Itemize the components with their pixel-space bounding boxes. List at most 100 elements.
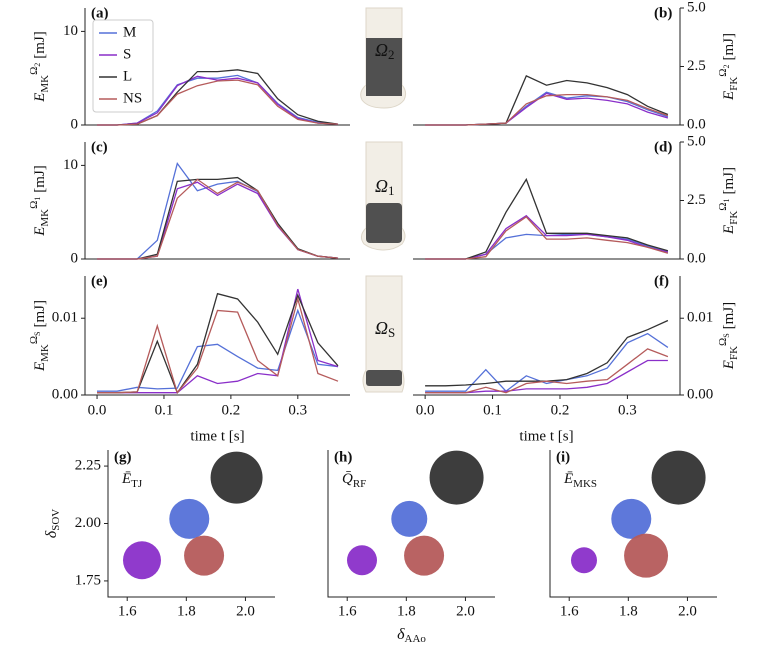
y-axis-label-part: S — [722, 333, 731, 337]
annotation-part: Ē — [563, 471, 573, 487]
x-axis-label: time t [s] — [190, 428, 244, 444]
series-line — [425, 92, 669, 126]
legend-label: S — [123, 46, 131, 62]
axis-line — [107, 450, 275, 598]
bubble — [429, 450, 484, 505]
series-line — [425, 75, 669, 126]
legend-label: NS — [123, 90, 142, 106]
bubble — [346, 545, 377, 576]
y-axis-label-part: 2 — [722, 65, 731, 69]
panel-label: (h) — [334, 449, 352, 465]
x-tick-label: 0.1 — [483, 402, 502, 418]
axis-line — [413, 142, 681, 260]
y-tick-label: 0 — [71, 250, 79, 266]
legend-label: M — [123, 24, 136, 40]
annotation-part: TJ — [131, 478, 143, 490]
region-label: Ω1 — [375, 176, 395, 198]
y-tick-label: 2.5 — [687, 192, 706, 208]
region-label-part: Ω — [375, 176, 388, 196]
y-axis-label-part: [mJ] — [32, 31, 48, 59]
y-axis-label-part: E — [32, 93, 48, 103]
annotation-part: Ē — [121, 471, 131, 487]
y-tick-label: 0 — [71, 116, 79, 132]
annotation-part: RF — [353, 478, 366, 490]
panel-label: (g) — [114, 449, 132, 465]
y-axis-label-part: Ω — [717, 203, 729, 211]
annotation-part: MKS — [573, 478, 597, 490]
bubble — [611, 498, 652, 539]
panel-label: (i) — [556, 449, 570, 465]
y-axis-label-part: δ — [43, 530, 60, 538]
x-tick-label: 2.0 — [456, 603, 475, 619]
y-tick-label: 0.0 — [687, 250, 706, 266]
y-axis-label-part: SOV — [50, 509, 62, 531]
bubble — [391, 500, 428, 537]
series-line — [425, 332, 669, 393]
y-axis-label-part: [mJ] — [32, 165, 48, 193]
panel-label: (f) — [654, 273, 669, 289]
series-line — [97, 176, 339, 260]
vessel — [362, 275, 405, 393]
x-axis-label: δAAo — [397, 626, 426, 645]
x-tick-label: 0.3 — [288, 402, 307, 418]
y-axis-label-part: E — [721, 360, 737, 370]
y-axis-label: EFKΩ1 [mJ] — [717, 167, 740, 235]
x-tick-label: 0.0 — [88, 402, 107, 418]
y-axis-label-part: FK — [728, 346, 740, 360]
y-tick-label: 5.0 — [687, 0, 706, 15]
bubble — [122, 541, 161, 580]
x-tick-label: 0.3 — [618, 402, 637, 418]
bubble — [624, 533, 669, 578]
series-line — [425, 233, 669, 260]
y-tick-label: 2.25 — [75, 458, 101, 474]
region-label-part: 2 — [388, 47, 395, 62]
series-line — [97, 75, 339, 126]
x-tick-label: 1.6 — [338, 603, 357, 619]
region — [366, 203, 402, 243]
series-line — [97, 288, 339, 394]
x-tick-label: 1.8 — [397, 603, 416, 619]
y-tick-label: 10 — [63, 157, 78, 173]
y-tick-label: 0.00 — [687, 386, 713, 402]
series-line — [97, 178, 339, 260]
axis-line — [84, 142, 350, 260]
region-label-part: S — [388, 325, 395, 340]
annotation-part: Q̄ — [342, 471, 353, 487]
y-tick-label: 0.0 — [687, 116, 706, 132]
y-axis-label-part: Ω — [717, 69, 729, 77]
axis-line — [549, 450, 717, 598]
series-line — [97, 79, 339, 126]
bubble — [570, 547, 597, 574]
x-tick-label: 0.1 — [155, 402, 174, 418]
x-tick-label: 1.6 — [560, 603, 579, 619]
series-line — [97, 292, 339, 395]
axis-line — [327, 450, 495, 598]
panel-label: (d) — [654, 139, 672, 155]
legend-box — [92, 19, 154, 113]
y-tick-label: 10 — [63, 23, 78, 39]
series-line — [425, 348, 669, 394]
y-axis-label-part: 1 — [33, 197, 42, 201]
axis-line — [413, 276, 681, 396]
legend-label: L — [123, 68, 132, 84]
y-axis-label-part: E — [32, 362, 48, 372]
y-axis-label-part: E — [721, 91, 737, 101]
series-line — [425, 216, 669, 260]
series-line — [425, 93, 669, 126]
y-axis-label-part: Ω — [717, 338, 729, 346]
region-label-part: Ω — [375, 40, 388, 60]
illustration — [360, 7, 407, 393]
series-line — [425, 359, 668, 394]
annotation: ĒMKS — [563, 471, 597, 489]
panel-label: (b) — [654, 5, 672, 21]
x-tick-label: 0.2 — [222, 402, 241, 418]
x-tick-label: 1.8 — [177, 603, 196, 619]
x-tick-label: 2.0 — [236, 603, 255, 619]
y-axis-label-part: FK — [728, 211, 740, 225]
series-line — [425, 177, 669, 260]
y-tick-label: 5.0 — [687, 133, 706, 149]
y-axis-label-part: [mJ] — [721, 302, 737, 330]
series-line — [425, 214, 669, 260]
bubble — [184, 535, 225, 576]
